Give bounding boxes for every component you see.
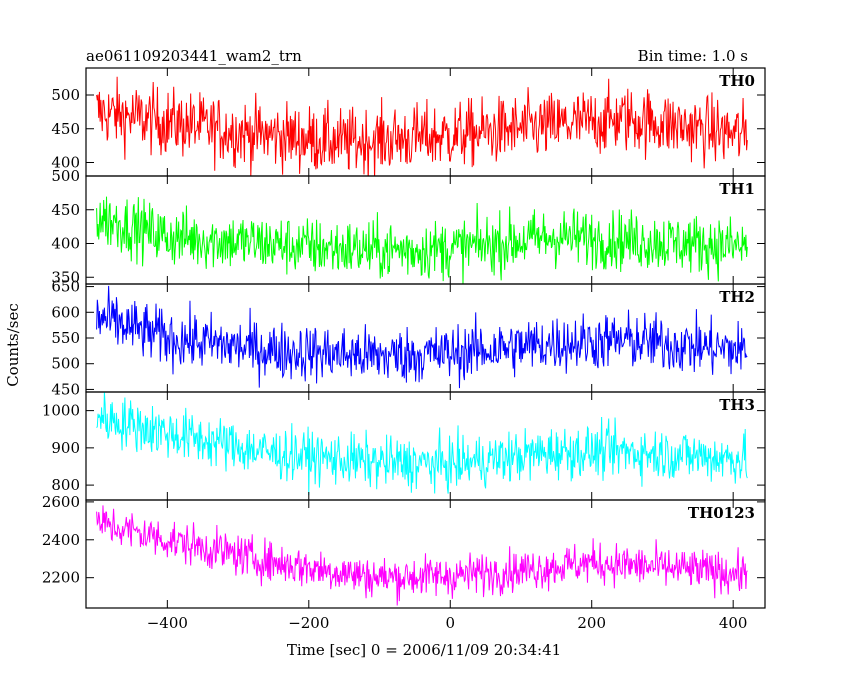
panel-name-label: TH3 <box>719 396 755 414</box>
series-th2 <box>96 285 748 389</box>
y-axis-label: Counts/sec <box>4 303 22 387</box>
series-th0123 <box>96 505 748 606</box>
panel-name-label: TH1 <box>719 180 755 198</box>
y-tick-label: 600 <box>51 303 80 321</box>
panel-frame <box>85 499 766 609</box>
chart-title: ae061109203441_wam2_trn <box>86 47 302 65</box>
y-tick-label: 450 <box>51 120 80 138</box>
panel-name-label: TH2 <box>719 288 755 306</box>
series-th3 <box>96 392 748 496</box>
y-tick-label: 500 <box>51 167 80 185</box>
y-tick-label: 400 <box>51 154 80 172</box>
panel-name-label: TH0 <box>719 72 755 90</box>
panel-th0123: 2200 2400 2600 TH0123 <box>42 493 766 609</box>
x-tick-label: 0 <box>445 614 455 632</box>
y-tick-label: 450 <box>51 380 80 398</box>
y-tick-label: 400 <box>51 235 80 253</box>
y-tick-label: 650 <box>51 278 80 296</box>
y-tick-label: 550 <box>51 329 80 347</box>
y-tick-label: 350 <box>51 268 80 286</box>
y-tick-label: 2200 <box>42 569 80 587</box>
y-tick-label: 500 <box>51 355 80 373</box>
panels-group: 400 450 500 TH0 350 400 450 500 TH1 450 500 550 600 6… <box>42 67 766 609</box>
x-axis: −400 −200 0 200 400 <box>147 614 748 632</box>
panel-th2: 450 500 550 600 650 TH2 <box>51 278 766 398</box>
panel-th3: 800 900 1000 TH3 <box>42 391 766 501</box>
x-axis-label: Time [sec] 0 = 2006/11/09 20:34:41 <box>287 641 561 659</box>
y-tick-label: 1000 <box>42 402 80 420</box>
panel-name-label: TH0123 <box>688 504 755 522</box>
x-tick-label: 200 <box>577 614 606 632</box>
series-th0 <box>96 76 748 176</box>
panel-th1: 350 400 450 500 TH1 <box>51 167 766 286</box>
y-tick-label: 900 <box>51 439 80 457</box>
y-tick-label: 800 <box>51 476 80 494</box>
y-tick-label: 2400 <box>42 531 80 549</box>
bin-time-label: Bin time: 1.0 s <box>638 47 748 65</box>
y-tick-label: 500 <box>51 86 80 104</box>
panel-frame <box>85 283 766 393</box>
x-tick-label: −200 <box>288 614 329 632</box>
x-tick-label: −400 <box>147 614 188 632</box>
series-th1 <box>96 196 748 284</box>
panel-th0: 400 450 500 TH0 <box>51 67 766 177</box>
x-tick-label: 400 <box>719 614 748 632</box>
y-tick-label: 450 <box>51 201 80 219</box>
y-tick-label: 2600 <box>42 493 80 511</box>
